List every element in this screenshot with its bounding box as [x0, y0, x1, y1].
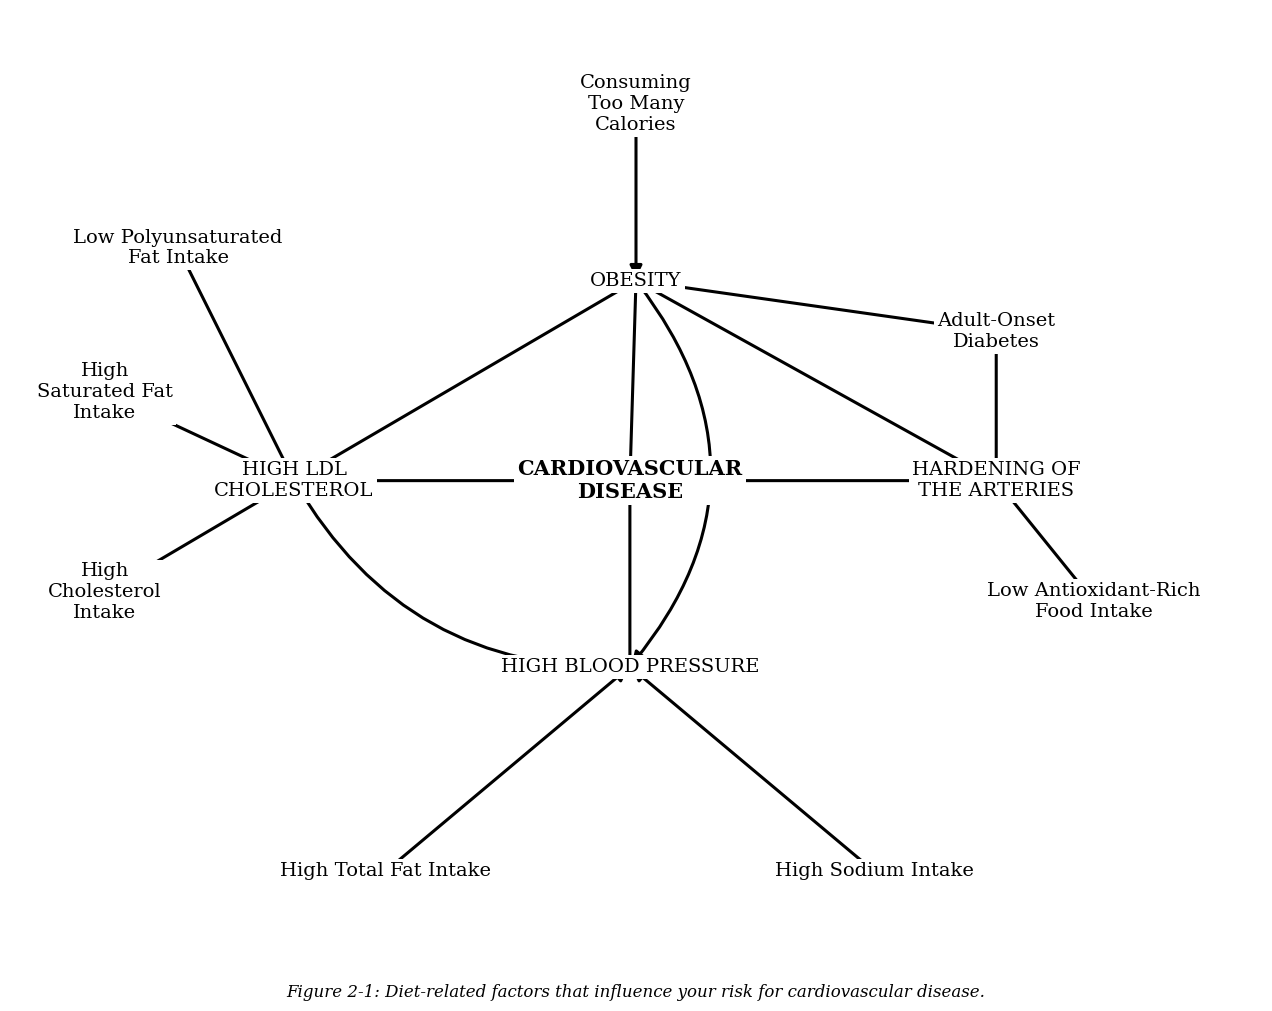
Text: Low Polyunsaturated
Fat Intake: Low Polyunsaturated Fat Intake [74, 228, 282, 268]
Text: Consuming
Too Many
Calories: Consuming Too Many Calories [580, 74, 692, 133]
Text: High Total Fat Intake: High Total Fat Intake [280, 862, 491, 881]
Text: HARDENING OF
THE ARTERIES: HARDENING OF THE ARTERIES [912, 461, 1080, 500]
Text: High
Cholesterol
Intake: High Cholesterol Intake [48, 562, 162, 622]
Text: Figure 2-1: Diet-related factors that influence your risk for cardiovascular dis: Figure 2-1: Diet-related factors that in… [286, 984, 986, 1001]
Text: High
Saturated Fat
Intake: High Saturated Fat Intake [37, 363, 173, 422]
Text: Adult-Onset
Diabetes: Adult-Onset Diabetes [937, 312, 1056, 351]
Text: HIGH LDL
CHOLESTEROL: HIGH LDL CHOLESTEROL [215, 461, 374, 500]
Text: HIGH BLOOD PRESSURE: HIGH BLOOD PRESSURE [501, 657, 759, 675]
Text: OBESITY: OBESITY [590, 272, 682, 290]
Text: CARDIOVASCULAR
DISEASE: CARDIOVASCULAR DISEASE [518, 459, 743, 502]
Text: Low Antioxidant-Rich
Food Intake: Low Antioxidant-Rich Food Intake [987, 582, 1201, 621]
Text: High Sodium Intake: High Sodium Intake [775, 862, 973, 881]
